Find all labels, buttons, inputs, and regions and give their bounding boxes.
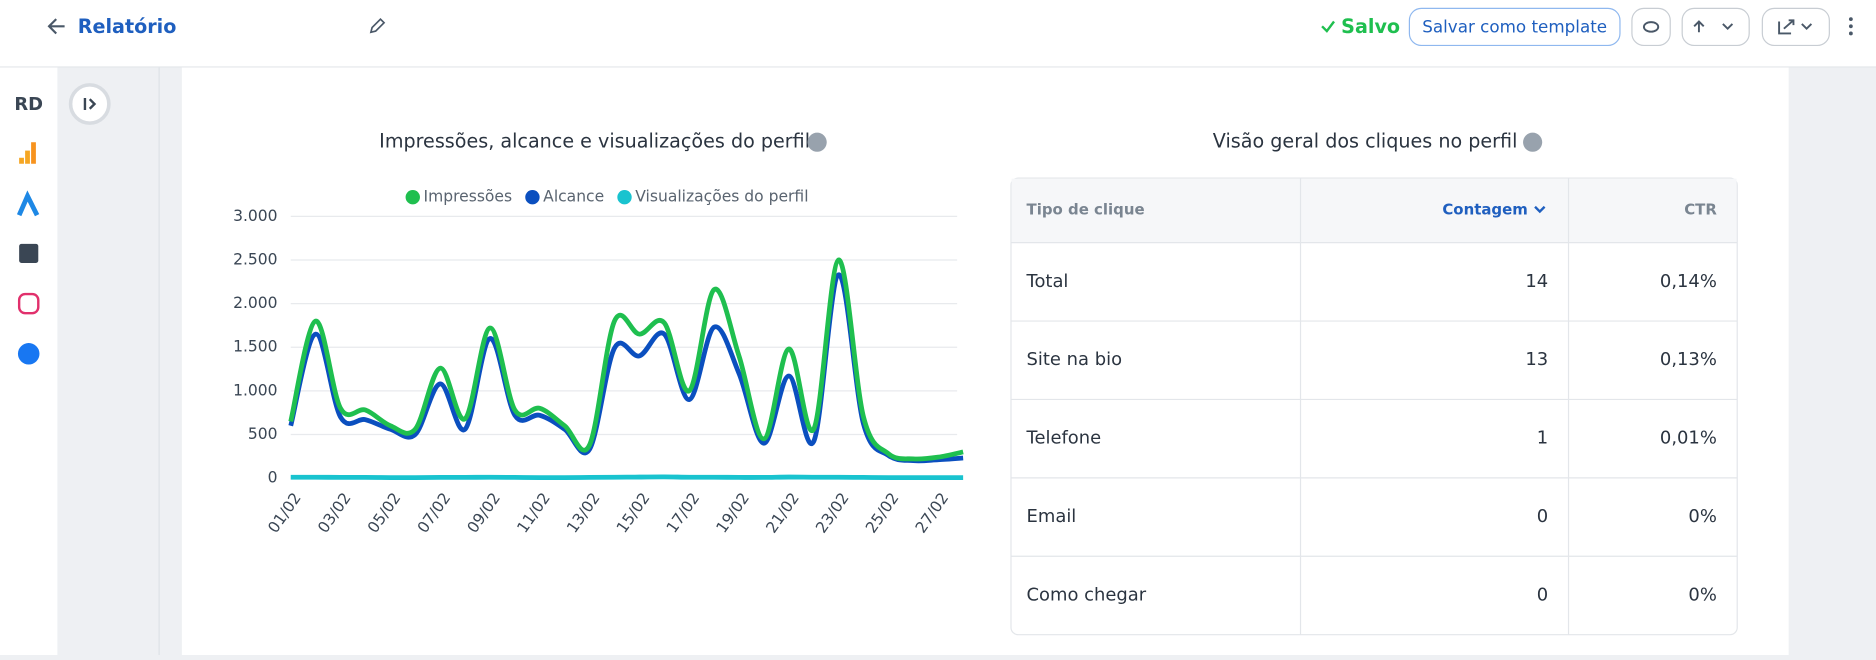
table-cell: 1 [1537, 428, 1548, 449]
y-tick-label: 2.500 [233, 250, 277, 268]
sort-icon[interactable] [1534, 205, 1546, 214]
facebook-page-icon[interactable] [19, 243, 39, 263]
template-button[interactable] [1408, 7, 1621, 47]
collapse-button[interactable] [68, 83, 111, 125]
line-series [288, 257, 964, 462]
table-cell: 0,13% [1660, 349, 1717, 370]
table-cell: Total [1026, 271, 1069, 292]
y-tick-label: 1.500 [233, 338, 277, 356]
check-icon [1321, 20, 1335, 33]
table-cell: Email [1027, 506, 1077, 527]
legend-marker [525, 190, 540, 205]
legend-marker [617, 190, 632, 205]
table-cell: 0 [1537, 584, 1548, 605]
share-icon [1778, 19, 1813, 35]
facebook-icon[interactable] [17, 343, 40, 365]
template-button-label: Salvar como template [1422, 16, 1607, 36]
legend-label: Visualizações do perfil [635, 188, 808, 206]
y-tick-label: 2.000 [233, 294, 277, 312]
analytics-icon[interactable] [19, 142, 36, 164]
collapse-icon [83, 98, 97, 110]
column-header: CTR [1684, 200, 1717, 218]
line-series [290, 474, 964, 480]
table-cell: Telefone [1026, 428, 1102, 449]
ads-icon[interactable] [16, 190, 40, 217]
upload-icon [1693, 20, 1734, 33]
report-title: Relatório [78, 15, 177, 38]
share-button[interactable] [1761, 7, 1830, 47]
more-icon[interactable] [1848, 17, 1853, 36]
table-cell: 14 [1525, 271, 1548, 292]
y-tick-label: 0 [268, 469, 278, 487]
y-tick-label: 1.000 [233, 381, 277, 399]
table [1010, 177, 1738, 636]
legend-label: Impressões [424, 188, 513, 206]
table-title: Visão geral dos cliques no perfil [1213, 130, 1518, 153]
preview-button[interactable] [1631, 7, 1671, 47]
table-cell: Site na bio [1027, 349, 1123, 370]
legend-label: Alcance [543, 188, 604, 206]
column-header: Contagem [1442, 200, 1528, 218]
panel [57, 66, 160, 656]
chart-title: Impressões, alcance e visualizações do p… [379, 130, 810, 153]
back-arrow[interactable] [47, 18, 65, 35]
upload-button[interactable] [1681, 7, 1750, 47]
table-cell: 0% [1688, 584, 1716, 605]
table-cell: 13 [1525, 349, 1548, 370]
table-cell: 0% [1688, 506, 1716, 527]
legend-marker [405, 190, 420, 205]
column-header: Tipo de clique [1027, 200, 1145, 218]
logo: RD [14, 94, 43, 115]
table-header [1011, 178, 1737, 243]
table-cell: 0,01% [1660, 428, 1717, 449]
help-icon[interactable] [1523, 132, 1543, 152]
eye-icon [1642, 21, 1660, 33]
y-tick-label: 3.000 [233, 207, 277, 225]
instagram-icon[interactable] [17, 292, 40, 315]
table-cell: 0 [1537, 506, 1548, 527]
help-icon[interactable] [807, 132, 827, 152]
y-tick-label: 500 [248, 425, 278, 443]
edit-icon[interactable] [369, 17, 386, 34]
saved-status: Salvo [1341, 15, 1400, 38]
table-cell: Como chegar [1027, 584, 1147, 605]
table-cell: 0,14% [1660, 271, 1717, 292]
